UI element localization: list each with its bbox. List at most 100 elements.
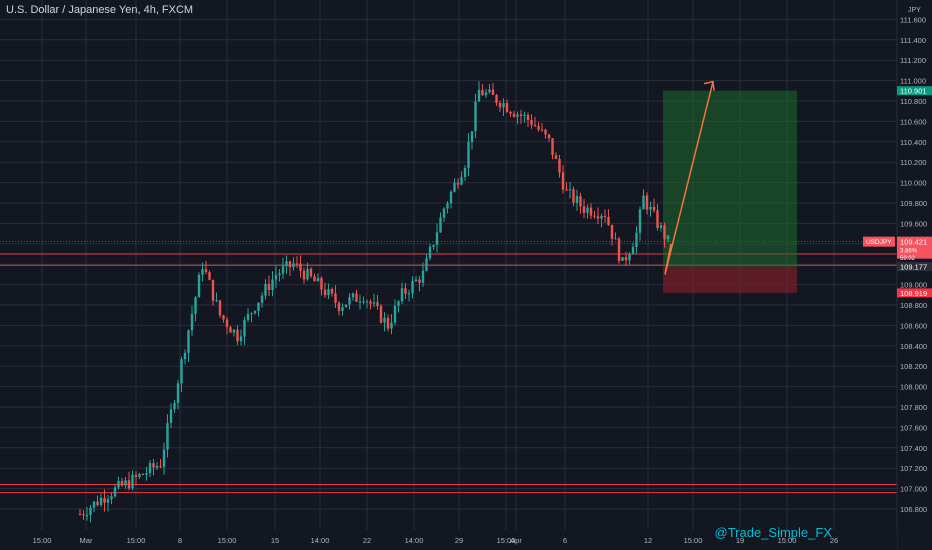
candle-body: [148, 463, 152, 474]
candle-body: [435, 232, 439, 245]
candle-body: [540, 129, 544, 131]
candle-body: [134, 474, 138, 477]
candle-body: [159, 465, 162, 467]
candle-body: [645, 195, 649, 210]
candle-body: [327, 288, 330, 296]
x-tick-label: 15: [271, 536, 279, 545]
target-zone[interactable]: [663, 90, 797, 267]
price-axis[interactable]: JPY111.600111.400111.200111.000110.80011…: [896, 0, 932, 550]
candle-body: [204, 269, 208, 273]
candle-body: [85, 515, 89, 517]
candle-body: [285, 261, 288, 267]
y-tick-label: 110.000: [900, 179, 927, 188]
candle-body: [544, 129, 547, 135]
candle-body: [589, 207, 593, 216]
price-tag-target: [897, 86, 932, 96]
candle-body: [103, 497, 106, 503]
chart-title: U.S. Dollar / Japanese Yen, 4h, FXCM: [6, 4, 194, 16]
candle-body: [120, 481, 124, 486]
candle-body: [89, 507, 92, 516]
candle-body: [222, 315, 225, 320]
candle-body: [218, 300, 222, 316]
candle-body: [271, 279, 274, 291]
candle-body: [141, 474, 145, 476]
x-tick-label: 15:00: [218, 536, 237, 545]
candle-body: [131, 474, 134, 489]
candle-body: [96, 501, 99, 506]
candle-body: [369, 301, 372, 304]
time-axis[interactable]: 15:00 Mar 15:00 8 15:00 15 14:00 22 14:00 29 15:00…: [0, 530, 897, 550]
x-tick-label: 15:00: [33, 536, 52, 545]
candle-body: [656, 210, 659, 229]
candle-body: [299, 263, 302, 271]
x-tick-label: 12: [644, 536, 652, 545]
candle-body: [260, 295, 264, 303]
y-tick-label: 109.800: [900, 199, 927, 208]
candle-body: [337, 302, 341, 311]
candle-body: [509, 111, 512, 114]
candle-body: [526, 114, 530, 120]
candle-body: [162, 449, 166, 467]
candle-body: [456, 182, 460, 185]
long-position-tool[interactable]: [663, 90, 797, 293]
candle-body: [561, 172, 565, 190]
candle-body: [400, 288, 404, 302]
candle-body: [439, 217, 442, 233]
y-tick-label: 108.200: [900, 362, 927, 371]
candle-body: [659, 225, 663, 229]
y-tick-label: 109.000: [900, 281, 927, 290]
candle-body: [442, 208, 446, 218]
candle-body: [383, 317, 386, 323]
candle-body: [488, 89, 491, 93]
y-tick-label: 108.800: [900, 301, 927, 310]
candle-body: [246, 314, 250, 320]
candle-body: [397, 301, 400, 306]
candle-body: [393, 305, 397, 323]
candle-body: [176, 383, 180, 403]
time-axis-bg: [0, 530, 897, 550]
candle-body: [467, 141, 470, 169]
candle-body: [523, 114, 526, 116]
candle-body: [470, 131, 474, 142]
y-tick-label: 107.800: [900, 403, 927, 412]
candle-body: [533, 124, 537, 127]
candle-body: [110, 496, 113, 500]
candle-body: [502, 103, 505, 108]
candle-body: [190, 313, 194, 331]
candle-body: [386, 317, 390, 329]
candle-body: [628, 254, 631, 261]
candle-body: [351, 293, 355, 298]
x-tick-label: 15:00: [684, 536, 703, 545]
candle-body: [236, 329, 239, 342]
candle-body: [516, 114, 519, 117]
stop-zone[interactable]: [663, 266, 797, 293]
candle-body: [474, 101, 477, 132]
candle-body: [547, 134, 551, 139]
candle-body: [495, 95, 498, 103]
projection-arrow[interactable]: [664, 80, 715, 275]
candle-body: [288, 261, 292, 268]
candle-body: [173, 402, 176, 410]
candle-body: [166, 422, 169, 450]
x-tick-label: 22: [363, 536, 371, 545]
y-tick-label: 110.600: [900, 117, 927, 126]
candle-body: [278, 273, 281, 275]
candle-body: [127, 480, 131, 489]
y-tick-label: 111.600: [900, 15, 926, 24]
candle-body: [481, 89, 484, 96]
candle-body: [565, 189, 568, 191]
candle-body: [344, 304, 348, 308]
candle-body: [624, 257, 628, 261]
candle-body: [124, 480, 127, 486]
candle-body: [432, 244, 435, 247]
price-tag-extra: 59:02: [900, 256, 916, 262]
candle-body: [145, 473, 148, 475]
candle-body: [425, 258, 428, 271]
author-watermark: @Trade_Simple_FX: [714, 525, 832, 540]
price-tag-label: 108.919: [900, 289, 927, 298]
arrow-path[interactable]: [664, 81, 714, 275]
candle-body: [211, 279, 215, 301]
x-tick-label: 26: [830, 536, 838, 545]
y-tick-label: 107.200: [900, 464, 927, 473]
